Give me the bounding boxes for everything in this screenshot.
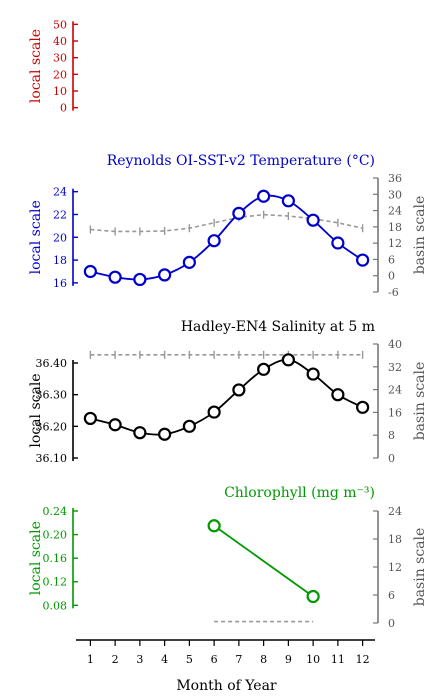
local-data-point: [331, 388, 345, 402]
right-tick-label: 24: [388, 505, 402, 518]
right-tick-label: 12: [388, 561, 402, 574]
panel-title: Reynolds OI-SST-v2 Temperature (°C): [107, 153, 375, 169]
left-tick-label: 50: [53, 18, 67, 31]
x-tick-label: 10: [306, 653, 320, 666]
local-data-point: [83, 264, 97, 279]
right-tick-label: 18: [388, 533, 402, 546]
local-data-point: [182, 255, 196, 269]
right-tick-label: 6: [388, 253, 395, 266]
left-axis-title: local scale: [28, 200, 44, 274]
local-series-line: [90, 358, 364, 436]
right-axis-title: basin scale: [412, 528, 428, 607]
local-data-point: [108, 270, 122, 284]
x-axis-title: Month of Year: [176, 678, 277, 694]
left-tick-label: 20: [53, 68, 67, 81]
local-data-point: [133, 272, 147, 287]
left-tick-label: 0: [60, 102, 67, 115]
left-tick-label: 40: [53, 35, 67, 48]
right-tick-label: 8: [388, 429, 395, 442]
x-tick-label: 5: [186, 653, 193, 666]
x-tick-label: 1: [87, 653, 94, 666]
local-data-point: [207, 234, 221, 248]
right-tick-label: 16: [388, 406, 402, 419]
left-axis-title: local scale: [28, 521, 44, 595]
right-axis-title: basin scale: [412, 196, 428, 275]
left-axis-title: local scale: [28, 29, 44, 103]
x-tick-label: 6: [211, 653, 218, 666]
left-tick-label: 0.12: [43, 576, 68, 589]
right-tick-label: 0: [388, 617, 395, 630]
local-data-point: [331, 236, 345, 250]
left-tick-label: 0.16: [43, 552, 68, 565]
local-data-point: [281, 353, 295, 367]
local-data-point: [108, 418, 122, 432]
local-series-line: [90, 194, 364, 281]
local-data-point: [232, 206, 246, 220]
local-data-point: [133, 426, 147, 440]
right-tick-label: 40: [388, 338, 402, 351]
x-tick-label: 7: [235, 653, 242, 666]
local-data-point: [207, 519, 221, 533]
right-tick-label: 12: [388, 237, 402, 250]
x-tick-label: 11: [331, 653, 345, 666]
left-tick-label: 24: [53, 186, 67, 199]
left-tick-label: 0.20: [43, 529, 68, 542]
x-tick-label: 4: [161, 653, 168, 666]
right-tick-label: 24: [388, 384, 402, 397]
local-data-point: [257, 189, 271, 203]
left-tick-label: 0.24: [43, 505, 68, 518]
x-tick-label: 2: [112, 653, 119, 666]
left-tick-label: 16: [53, 277, 67, 290]
right-tick-label: 0: [388, 452, 395, 465]
x-tick-label: 8: [260, 653, 267, 666]
left-tick-label: 10: [53, 85, 67, 98]
right-tick-label: 18: [388, 221, 402, 234]
left-tick-label: 0.08: [43, 599, 68, 612]
local-data-point: [257, 362, 271, 376]
local-data-point: [232, 383, 246, 397]
right-tick-label: 24: [388, 205, 402, 218]
left-tick-label: 20: [53, 231, 67, 244]
local-series-line: [213, 525, 314, 598]
left-tick-label: 18: [53, 254, 67, 267]
local-data-point: [306, 589, 320, 604]
right-tick-label: 36: [388, 172, 402, 185]
left-tick-label: 36.10: [36, 452, 68, 465]
right-tick-label: 30: [388, 188, 402, 201]
local-data-point: [356, 400, 370, 414]
right-tick-label: -6: [388, 286, 399, 299]
local-data-point: [158, 427, 172, 441]
left-tick-label: 22: [53, 208, 67, 221]
local-data-point: [83, 411, 97, 426]
local-data-point: [281, 194, 295, 208]
x-tick-label: 12: [356, 653, 370, 666]
left-axis-title: local scale: [28, 373, 44, 447]
local-data-point: [306, 367, 320, 381]
right-tick-label: 6: [388, 589, 395, 602]
left-tick-label: 36.40: [36, 357, 68, 370]
x-tick-label: 9: [285, 653, 292, 666]
panel-title: Hadley-EN4 Salinity at 5 m: [181, 319, 375, 335]
basin-series-line: [90, 213, 363, 233]
left-tick-label: 36.20: [36, 420, 68, 433]
right-axis-title: basin scale: [412, 362, 428, 441]
left-tick-label: 36.30: [36, 389, 68, 402]
x-tick-label: 3: [136, 653, 143, 666]
left-tick-label: 30: [53, 52, 67, 65]
panel-title: Chlorophyll (mg m⁻³): [224, 485, 375, 501]
right-tick-label: 0: [388, 270, 395, 283]
local-data-point: [158, 268, 172, 282]
local-data-point: [306, 213, 320, 227]
right-tick-label: 32: [388, 361, 402, 374]
local-data-point: [356, 253, 370, 267]
local-data-point: [182, 419, 196, 433]
local-data-point: [207, 405, 221, 419]
